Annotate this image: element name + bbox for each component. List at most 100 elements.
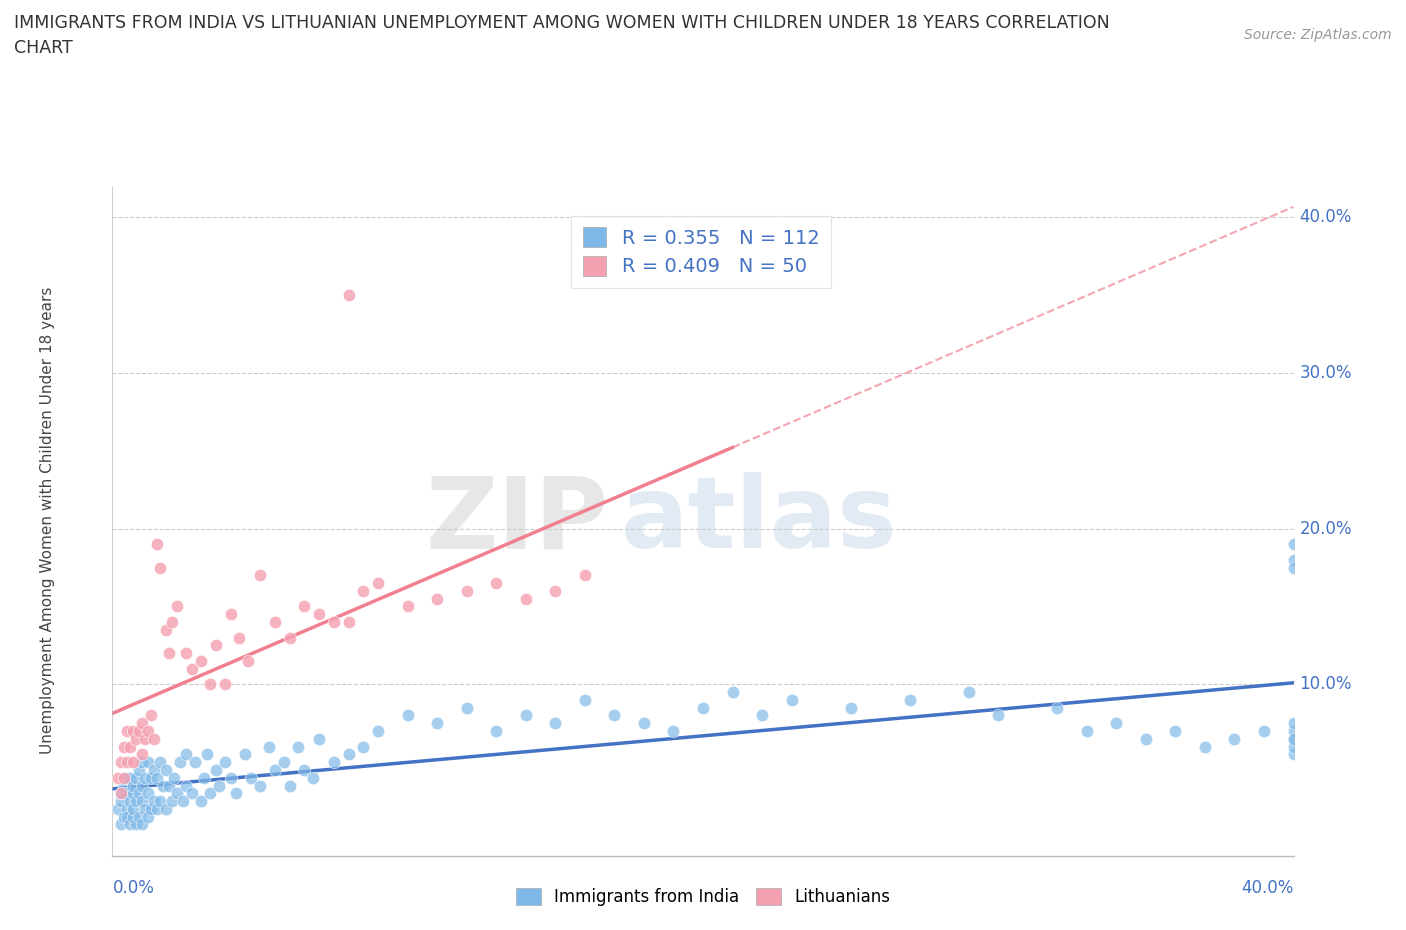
Point (485, 724, 508, 738)
Point (142, 763, 165, 777)
Point (110, 755, 132, 770)
Point (155, 622, 177, 637)
Point (485, 576, 508, 591)
Point (136, 724, 159, 738)
Point (142, 793, 165, 808)
Point (193, 770, 215, 785)
Text: IMMIGRANTS FROM INDIA VS LITHUANIAN UNEMPLOYMENT AMONG WOMEN WITH CHILDREN UNDER: IMMIGRANTS FROM INDIA VS LITHUANIAN UNEM… (14, 14, 1109, 32)
Point (273, 755, 295, 770)
Point (112, 770, 135, 785)
Point (257, 739, 280, 754)
Point (122, 755, 145, 770)
Point (139, 770, 162, 785)
Text: 40.0%: 40.0% (1241, 879, 1294, 897)
Point (692, 700, 714, 715)
Point (721, 684, 744, 699)
Point (249, 778, 271, 793)
Point (426, 716, 449, 731)
Point (898, 693, 921, 708)
Point (1253, 724, 1275, 738)
Point (208, 778, 231, 793)
Point (278, 631, 301, 645)
Point (174, 747, 197, 762)
Point (166, 599, 188, 614)
Point (198, 677, 221, 692)
Point (292, 763, 315, 777)
Point (117, 786, 138, 801)
Point (174, 645, 197, 660)
Point (128, 786, 150, 801)
Point (214, 755, 236, 770)
Text: 40.0%: 40.0% (1299, 208, 1351, 226)
Point (139, 802, 162, 817)
Point (249, 568, 271, 583)
Point (117, 802, 138, 817)
Text: Unemployment Among Women with Children Under 18 years: Unemployment Among Women with Children U… (39, 287, 55, 754)
Point (146, 802, 169, 817)
Point (122, 724, 145, 738)
Point (122, 802, 145, 817)
Point (142, 731, 165, 746)
Point (238, 654, 260, 669)
Point (426, 591, 449, 606)
Point (181, 786, 204, 801)
Point (544, 716, 567, 731)
Point (1282, 739, 1305, 754)
Point (219, 606, 242, 621)
Point (117, 755, 138, 770)
Point (287, 739, 309, 754)
Point (1223, 731, 1246, 746)
Point (181, 661, 204, 676)
Point (1282, 716, 1305, 731)
Point (195, 747, 218, 762)
Point (751, 708, 773, 723)
Point (264, 763, 287, 777)
Point (780, 693, 803, 708)
Point (117, 809, 138, 824)
Point (134, 802, 156, 817)
Point (1046, 700, 1069, 715)
Point (214, 677, 236, 692)
Point (122, 809, 145, 824)
Point (1282, 537, 1305, 551)
Legend: Immigrants from India, Lithuanians: Immigrants from India, Lithuanians (509, 881, 897, 912)
Text: CHART: CHART (14, 39, 73, 57)
Text: atlas: atlas (620, 472, 897, 569)
Point (125, 817, 148, 832)
Point (1135, 731, 1157, 746)
Legend: R = 0.355   N = 112, R = 0.409   N = 50: R = 0.355 N = 112, R = 0.409 N = 50 (571, 216, 831, 288)
Point (337, 287, 360, 302)
Point (136, 755, 159, 770)
Point (112, 809, 135, 824)
Point (574, 693, 596, 708)
Point (169, 755, 191, 770)
Point (128, 809, 150, 824)
Point (1164, 724, 1187, 738)
Point (131, 747, 153, 762)
Point (264, 615, 287, 630)
Point (1105, 716, 1128, 731)
Point (1282, 560, 1305, 575)
Point (131, 778, 153, 793)
Point (117, 724, 138, 738)
Point (136, 809, 159, 824)
Point (205, 763, 228, 777)
Point (117, 770, 138, 785)
Point (367, 724, 389, 738)
Point (131, 817, 153, 832)
Point (160, 615, 183, 630)
Point (110, 793, 132, 808)
Point (120, 793, 142, 808)
Point (323, 755, 346, 770)
Point (125, 770, 148, 785)
Point (128, 724, 150, 738)
Point (308, 606, 330, 621)
Point (574, 568, 596, 583)
Point (139, 708, 162, 723)
Point (1282, 731, 1305, 746)
Point (152, 778, 174, 793)
Point (662, 724, 685, 738)
Point (190, 793, 212, 808)
Point (149, 755, 172, 770)
Point (120, 770, 142, 785)
